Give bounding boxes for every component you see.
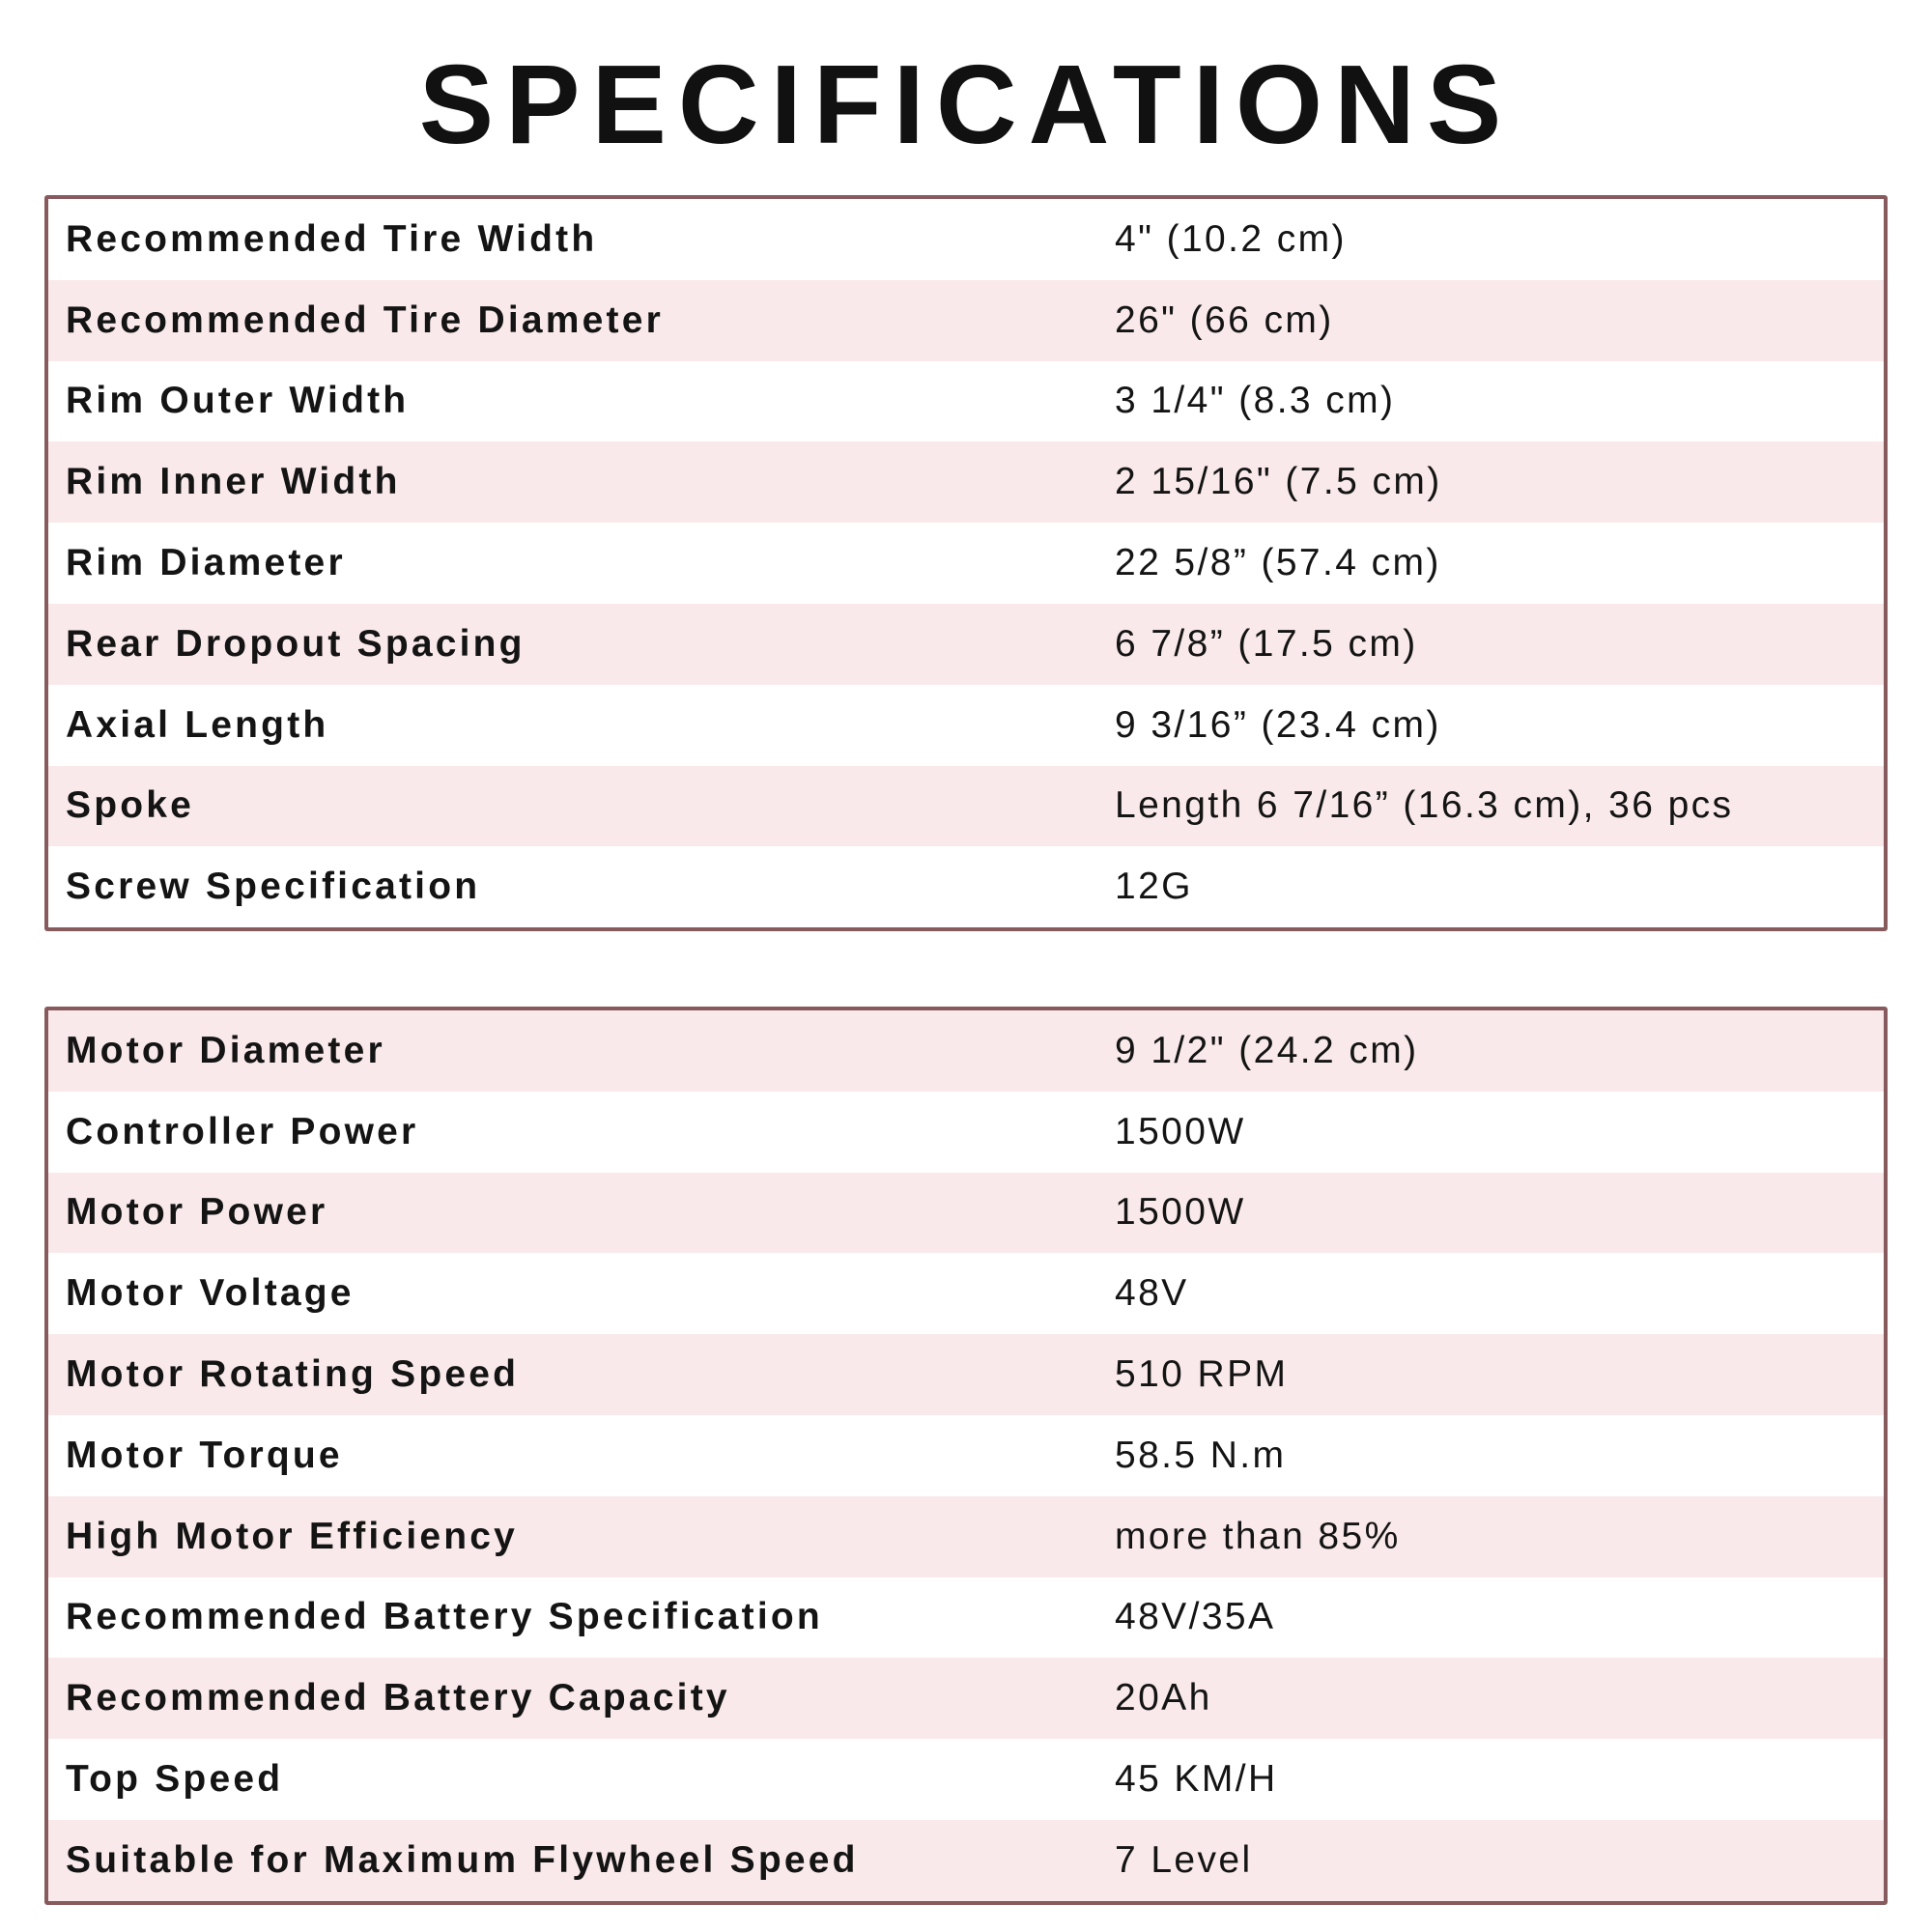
spec-value: 1500W bbox=[1115, 1191, 1246, 1234]
spec-row: Rim Diameter 22 5/8” (57.4 cm) bbox=[48, 523, 1884, 604]
spec-value: 510 RPM bbox=[1115, 1353, 1289, 1396]
spec-label: Recommended Battery Specification bbox=[66, 1596, 823, 1638]
spec-value: more than 85% bbox=[1115, 1515, 1401, 1557]
spec-value: 7 Level bbox=[1115, 1838, 1253, 1881]
spec-label: Rim Inner Width bbox=[66, 461, 401, 503]
spec-label: Spoke bbox=[66, 784, 195, 827]
spec-row: Recommended Tire Diameter 26" (66 cm) bbox=[48, 279, 1884, 361]
spec-label: Top Speed bbox=[66, 1758, 284, 1801]
spec-label: Recommended Tire Width bbox=[66, 217, 598, 260]
spec-row: Motor Torque 58.5 N.m bbox=[48, 1415, 1884, 1496]
spec-value: 12G bbox=[1115, 866, 1193, 908]
spec-label: Motor Voltage bbox=[66, 1272, 355, 1315]
spec-label: Rim Diameter bbox=[66, 542, 346, 584]
spec-label: Rear Dropout Spacing bbox=[66, 622, 526, 665]
spec-value: 48V bbox=[1115, 1272, 1189, 1315]
spec-row: Recommended Battery Specification 48V/35A bbox=[48, 1577, 1884, 1659]
spec-label: Recommended Battery Capacity bbox=[66, 1677, 730, 1719]
spec-value: 4" (10.2 cm) bbox=[1115, 217, 1347, 260]
spec-label: Screw Specification bbox=[66, 866, 481, 908]
spec-value: 20Ah bbox=[1115, 1677, 1212, 1719]
spec-value: 1500W bbox=[1115, 1110, 1246, 1152]
spec-value: 3 1/4" (8.3 cm) bbox=[1115, 380, 1396, 422]
spec-row: Screw Specification 12G bbox=[48, 846, 1884, 927]
spec-label: Rim Outer Width bbox=[66, 380, 410, 422]
spec-row: Rim Outer Width 3 1/4" (8.3 cm) bbox=[48, 361, 1884, 442]
spec-label: Controller Power bbox=[66, 1110, 419, 1152]
spec-row: High Motor Efficiency more than 85% bbox=[48, 1495, 1884, 1577]
spec-label: High Motor Efficiency bbox=[66, 1515, 519, 1557]
spec-value: 45 KM/H bbox=[1115, 1758, 1278, 1801]
spec-value: 9 1/2" (24.2 cm) bbox=[1115, 1029, 1419, 1071]
spec-row: Controller Power 1500W bbox=[48, 1092, 1884, 1173]
spec-row: Spoke Length 6 7/16” (16.3 cm), 36 pcs bbox=[48, 765, 1884, 847]
spec-value: 6 7/8” (17.5 cm) bbox=[1115, 622, 1418, 665]
spec-label: Suitable for Maximum Flywheel Speed bbox=[66, 1838, 859, 1881]
spec-row: Motor Power 1500W bbox=[48, 1172, 1884, 1254]
spec-value: 22 5/8” (57.4 cm) bbox=[1115, 542, 1441, 584]
spec-row: Axial Length 9 3/16” (23.4 cm) bbox=[48, 685, 1884, 766]
spec-value: 48V/35A bbox=[1115, 1596, 1276, 1638]
spec-row: Suitable for Maximum Flywheel Speed 7 Lev… bbox=[48, 1819, 1884, 1901]
motor-specs-table: Motor Diameter 9 1/2" (24.2 cm) Controller… bbox=[44, 1007, 1888, 1905]
spec-value: 9 3/16” (23.4 cm) bbox=[1115, 703, 1441, 746]
page-title: SPECIFICATIONS bbox=[418, 42, 1514, 167]
spec-label: Motor Torque bbox=[66, 1434, 343, 1476]
spec-row: Rear Dropout Spacing 6 7/8” (17.5 cm) bbox=[48, 603, 1884, 685]
spec-row: Motor Rotating Speed 510 RPM bbox=[48, 1334, 1884, 1415]
spec-value: 2 15/16" (7.5 cm) bbox=[1115, 461, 1442, 503]
spec-row: Top Speed 45 KM/H bbox=[48, 1739, 1884, 1820]
spec-row: Recommended Tire Width 4" (10.2 cm) bbox=[48, 199, 1884, 280]
wheel-specs-table: Recommended Tire Width 4" (10.2 cm) Recomm… bbox=[44, 195, 1888, 932]
spec-row: Recommended Battery Capacity 20Ah bbox=[48, 1658, 1884, 1740]
spec-value: Length 6 7/16” (16.3 cm), 36 pcs bbox=[1115, 784, 1734, 827]
spec-row: Motor Diameter 9 1/2" (24.2 cm) bbox=[48, 1010, 1884, 1092]
spec-label: Motor Power bbox=[66, 1191, 328, 1234]
spec-row: Rim Inner Width 2 15/16" (7.5 cm) bbox=[48, 441, 1884, 524]
spec-label: Motor Diameter bbox=[66, 1029, 385, 1071]
spec-value: 58.5 N.m bbox=[1115, 1434, 1287, 1476]
spec-row: Motor Voltage 48V bbox=[48, 1253, 1884, 1334]
spec-label: Recommended Tire Diameter bbox=[66, 298, 664, 341]
spec-label: Motor Rotating Speed bbox=[66, 1353, 520, 1396]
spec-label: Axial Length bbox=[66, 703, 329, 746]
spec-value: 26" (66 cm) bbox=[1115, 298, 1334, 341]
